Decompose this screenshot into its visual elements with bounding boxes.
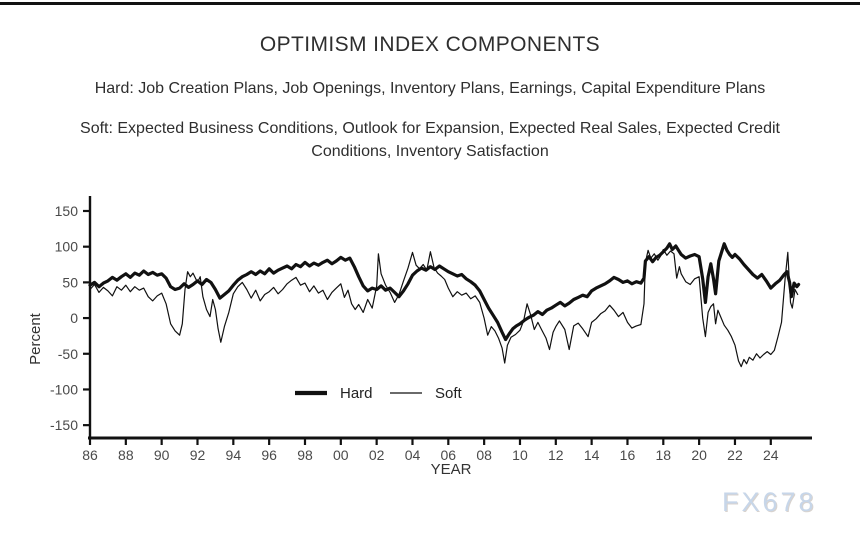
x-tick-label: 86 (82, 447, 98, 463)
x-tick-label: 14 (584, 447, 600, 463)
hard-series-line (88, 242, 801, 342)
x-tick-label: 06 (441, 447, 457, 463)
y-tick-label: -50 (58, 346, 78, 362)
x-tick-label: 98 (297, 447, 313, 463)
x-tick-label: 00 (333, 447, 349, 463)
x-tick-label: 08 (476, 447, 492, 463)
legend-label-hard: Hard (340, 385, 373, 402)
x-tick-label: 04 (405, 447, 421, 463)
x-tick-label: 10 (512, 447, 528, 463)
x-axis-title: YEAR (431, 461, 472, 478)
soft-series-line (89, 248, 799, 368)
x-tick-label: 22 (727, 447, 743, 463)
x-tick-label: 96 (261, 447, 277, 463)
top-divider-rule (0, 2, 860, 5)
x-tick-label: 88 (118, 447, 134, 463)
x-tick-label: 94 (226, 447, 242, 463)
subtitle-soft-text: Soft: Expected Business Conditions, Outl… (80, 120, 780, 160)
x-tick-label: 16 (620, 447, 636, 463)
x-tick-label: 20 (691, 447, 707, 463)
x-tick-label: 92 (190, 447, 206, 463)
y-tick-label: 0 (70, 310, 78, 326)
y-axis-title: Percent (27, 312, 44, 365)
subtitle-soft-components: Soft: Expected Business Conditions, Outl… (0, 117, 860, 163)
x-tick-label: 24 (763, 447, 779, 463)
x-tick-label: 12 (548, 447, 564, 463)
y-tick-label: 150 (55, 203, 79, 219)
y-tick-label: -150 (50, 417, 78, 433)
x-tick-label: 18 (656, 447, 672, 463)
y-tick-label: 100 (55, 239, 79, 255)
y-tick-label: 50 (62, 274, 78, 290)
legend-label-soft: Soft (435, 385, 463, 402)
x-tick-label: 02 (369, 447, 385, 463)
y-tick-label: -100 (50, 381, 78, 397)
chart-title: OPTIMISM INDEX COMPONENTS (259, 33, 601, 56)
watermark-fx678: FX678 (722, 487, 817, 517)
x-tick-label: 90 (154, 447, 170, 463)
subtitle-hard-components: Hard: Job Creation Plans, Job Openings, … (94, 80, 766, 97)
